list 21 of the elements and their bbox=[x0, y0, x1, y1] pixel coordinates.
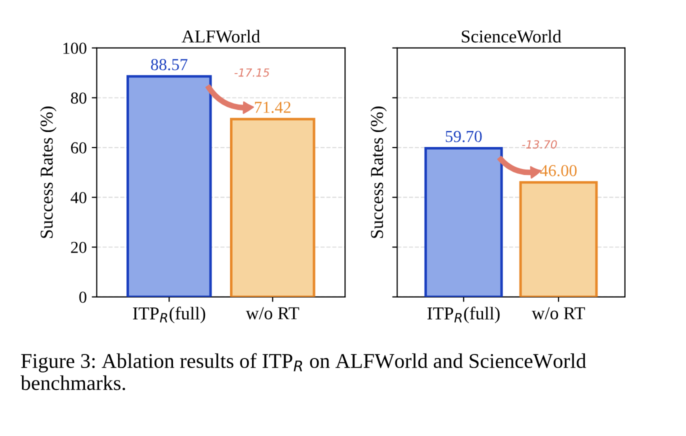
y-tick-label: 100 bbox=[63, 42, 86, 54]
chart-title: ScienceWorld bbox=[462, 30, 562, 43]
data-label: 46.00 bbox=[540, 164, 577, 176]
annotation: -17.15 bbox=[234, 68, 270, 77]
x-tick-label: ITP$_{R}$(full) bbox=[132, 306, 206, 324]
y-tick-label: 20 bbox=[71, 242, 86, 254]
x-tick-label: ITP$_{R}$(full) bbox=[427, 306, 500, 324]
data-label: 71.42 bbox=[254, 102, 290, 114]
chart-title: ALFWorld bbox=[182, 30, 260, 43]
y-tick-label: 0 bbox=[79, 292, 86, 303]
x-tick-label: w/o RT bbox=[246, 307, 300, 320]
y-tick-label: 80 bbox=[70, 92, 86, 104]
y-tick-label: 60 bbox=[71, 142, 86, 154]
annotation: -13.70 bbox=[522, 140, 557, 149]
y-axis-title: Success Rates (%) bbox=[40, 106, 56, 238]
y-axis-title: Success Rates (%) bbox=[370, 106, 387, 238]
data-label: 59.70 bbox=[446, 130, 482, 142]
text: Figure 3: Ablation results of ITP$_{R}$ on ALFWorld and ScienceWorld benchmarks. bbox=[20, 353, 586, 390]
y-tick-label: 40 bbox=[70, 192, 86, 204]
data-label: 88.57 bbox=[151, 59, 188, 70]
x-tick-label: w/o RT bbox=[532, 307, 586, 320]
